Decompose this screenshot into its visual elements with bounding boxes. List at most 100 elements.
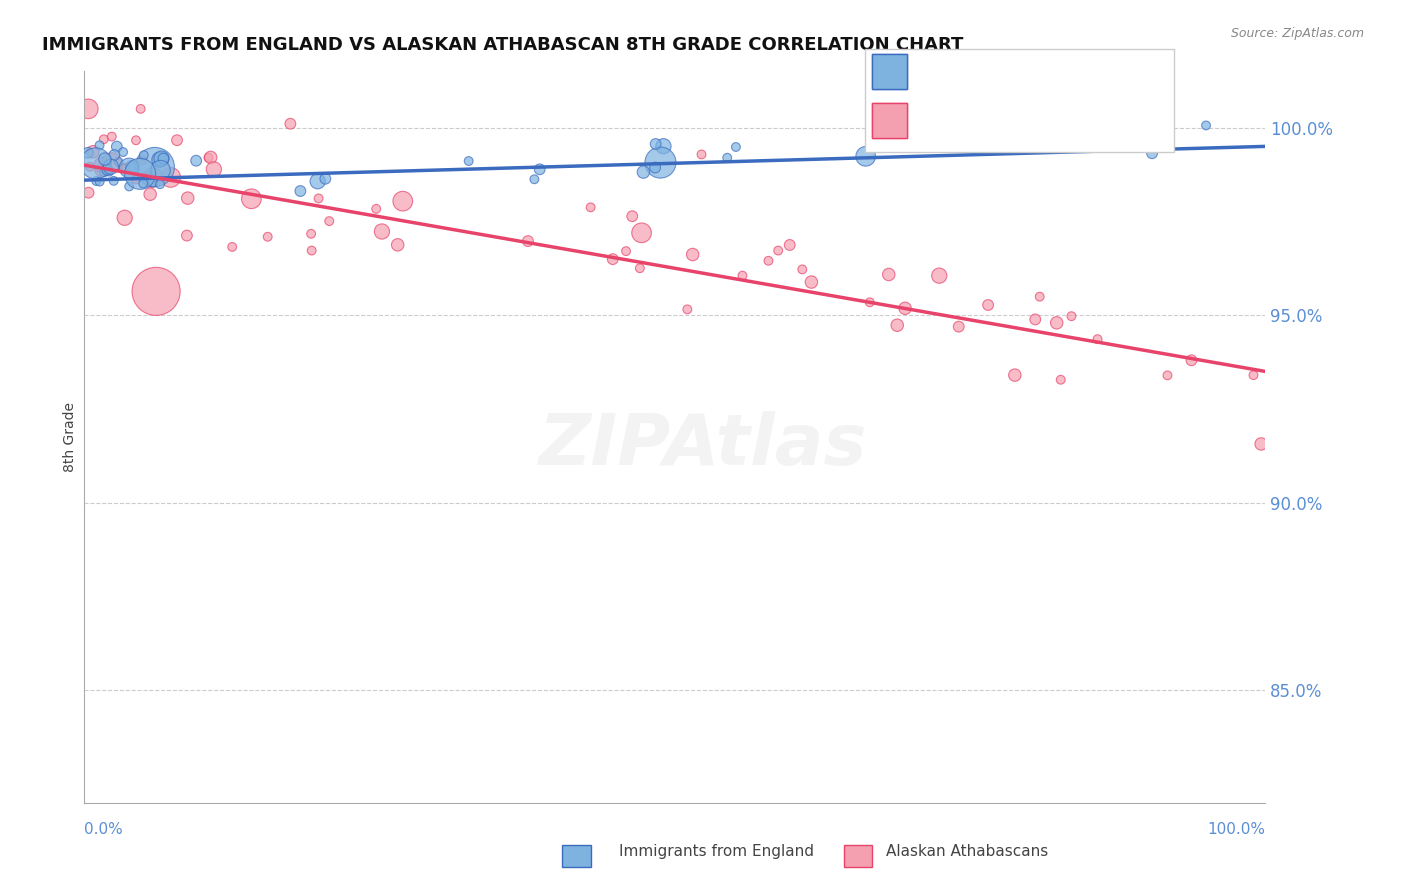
Point xyxy=(84,174,107,188)
Point xyxy=(129,167,152,181)
Point xyxy=(457,154,479,169)
Point xyxy=(96,162,118,177)
Point xyxy=(628,261,651,276)
Point xyxy=(800,275,823,289)
Point xyxy=(280,117,302,131)
Point xyxy=(318,214,340,228)
Point xyxy=(100,155,122,169)
Point xyxy=(676,302,699,317)
Point xyxy=(1024,312,1046,326)
Point xyxy=(101,129,124,144)
Point xyxy=(89,175,111,189)
Point xyxy=(855,149,877,163)
Point xyxy=(724,140,747,154)
Point xyxy=(94,152,117,166)
Point xyxy=(107,154,129,169)
Point xyxy=(105,139,128,153)
Point xyxy=(221,240,243,254)
Point xyxy=(387,237,409,252)
Point xyxy=(82,145,104,159)
Point xyxy=(114,211,136,225)
Point xyxy=(517,234,540,248)
Text: Alaskan Athabascans: Alaskan Athabascans xyxy=(886,845,1047,859)
Point xyxy=(132,177,155,191)
Point xyxy=(644,161,666,175)
Point xyxy=(529,162,551,177)
Point xyxy=(77,102,100,116)
Point xyxy=(290,184,312,198)
Point xyxy=(308,191,330,205)
Point xyxy=(112,161,135,175)
Point xyxy=(93,165,115,179)
Point xyxy=(202,162,225,177)
Point xyxy=(142,170,165,185)
Point xyxy=(159,170,181,185)
Point xyxy=(149,163,172,178)
Point xyxy=(633,165,655,179)
Point xyxy=(186,153,208,168)
Point xyxy=(125,133,148,147)
Point xyxy=(1046,316,1069,330)
Point xyxy=(650,155,672,169)
Point xyxy=(371,225,394,239)
Text: Immigrants from England: Immigrants from England xyxy=(619,845,814,859)
Point xyxy=(758,253,780,268)
Point xyxy=(139,187,162,202)
Point xyxy=(301,244,323,258)
Point xyxy=(150,152,173,166)
Point xyxy=(149,177,172,191)
Point xyxy=(1243,368,1265,383)
Point xyxy=(89,163,111,178)
Text: IMMIGRANTS FROM ENGLAND VS ALASKAN ATHABASCAN 8TH GRADE CORRELATION CHART: IMMIGRANTS FROM ENGLAND VS ALASKAN ATHAB… xyxy=(42,36,963,54)
Text: ZIPAtlas: ZIPAtlas xyxy=(538,411,868,481)
Point xyxy=(630,226,652,240)
Point xyxy=(118,161,141,175)
Point xyxy=(90,158,112,172)
Point xyxy=(1004,368,1026,383)
Point xyxy=(948,319,970,334)
Point xyxy=(177,191,200,205)
Point xyxy=(98,164,121,178)
Point xyxy=(121,160,143,174)
Point xyxy=(928,268,950,283)
Point xyxy=(1087,332,1109,346)
Point xyxy=(1250,437,1272,451)
Point xyxy=(1060,309,1083,323)
Point xyxy=(307,174,329,188)
Point xyxy=(731,268,754,283)
Point xyxy=(690,147,713,161)
Point xyxy=(644,136,666,151)
Point xyxy=(602,252,624,267)
Point xyxy=(84,156,107,170)
Point xyxy=(877,268,900,282)
Point xyxy=(200,150,222,164)
Point xyxy=(1140,146,1163,161)
Point xyxy=(129,102,152,116)
Point xyxy=(77,186,100,200)
Point xyxy=(77,145,100,160)
Point xyxy=(79,160,101,174)
Point xyxy=(1112,117,1135,131)
Text: R =   0.214   N = 46: R = 0.214 N = 46 xyxy=(914,62,1097,78)
Point xyxy=(299,227,322,241)
Point xyxy=(779,238,801,252)
Point xyxy=(89,138,111,153)
Point xyxy=(153,154,176,169)
Text: 100.0%: 100.0% xyxy=(1208,822,1265,837)
Text: Source: ZipAtlas.com: Source: ZipAtlas.com xyxy=(1230,27,1364,40)
Text: 0.0%: 0.0% xyxy=(84,822,124,837)
Point xyxy=(176,228,198,243)
Point xyxy=(716,151,738,165)
Point xyxy=(93,132,115,146)
Point xyxy=(103,174,125,188)
Point xyxy=(579,200,602,214)
Y-axis label: 8th Grade: 8th Grade xyxy=(63,402,77,472)
Point xyxy=(100,160,122,174)
Point xyxy=(1156,368,1178,383)
Point xyxy=(103,148,125,162)
Point xyxy=(132,148,155,162)
Point xyxy=(131,153,153,168)
Point xyxy=(114,161,136,176)
Point xyxy=(766,244,789,258)
Point xyxy=(152,152,174,166)
